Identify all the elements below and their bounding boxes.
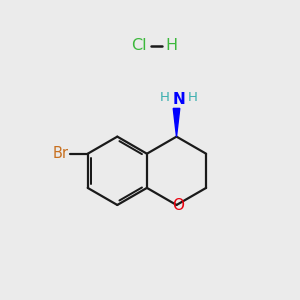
Text: H: H bbox=[188, 91, 198, 103]
Text: Cl: Cl bbox=[131, 38, 146, 53]
Text: O: O bbox=[172, 198, 184, 213]
Text: N: N bbox=[172, 92, 185, 107]
Text: H: H bbox=[160, 91, 170, 103]
Text: Br: Br bbox=[53, 146, 69, 161]
Text: H: H bbox=[165, 38, 178, 53]
Polygon shape bbox=[173, 108, 180, 136]
